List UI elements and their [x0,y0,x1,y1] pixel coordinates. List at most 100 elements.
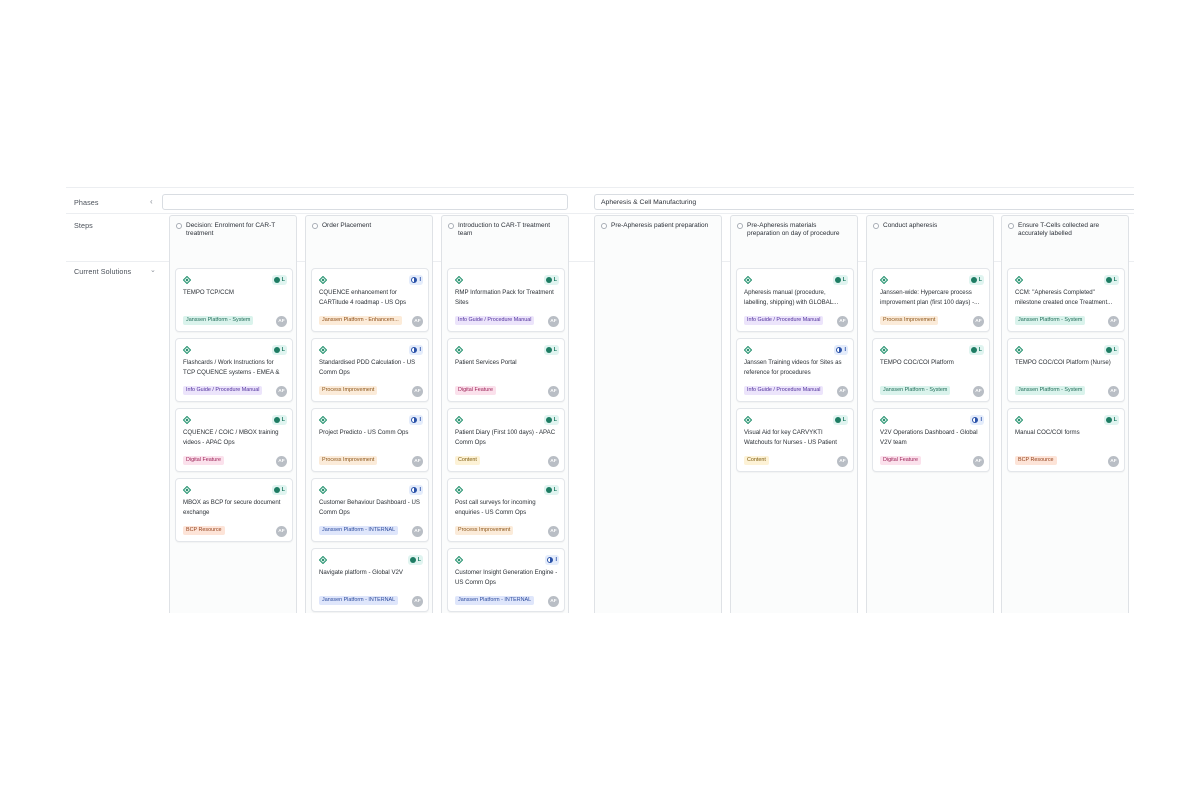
avatar[interactable]: AF [548,526,559,537]
status-badge: I [409,485,423,495]
step-radio-icon[interactable] [873,223,879,229]
solution-card[interactable]: L Patient Services Portal Digital Feature A… [447,338,565,402]
avatar[interactable]: AF [412,316,423,327]
solution-card[interactable]: L CQUENCE / COIC / MBOX training videos -… [175,408,293,472]
step-header[interactable]: Decision: Enrolment for CAR-T treatment [170,216,296,262]
solution-card[interactable]: L TEMPO COC/COI Platform (Nurse) Janssen P… [1007,338,1125,402]
check-circle-icon [545,487,552,493]
avatar[interactable]: AF [548,596,559,607]
avatar[interactable]: AF [276,456,287,467]
solution-card[interactable]: L TEMPO COC/COI Platform Janssen Platform … [872,338,990,402]
check-circle-icon [409,557,416,563]
solution-card[interactable]: L Janssen-wide: Hypercare process improve… [872,268,990,332]
avatar[interactable]: AF [973,386,984,397]
check-circle-icon [545,417,552,423]
step-header[interactable]: Conduct apheresis [867,216,993,262]
category-tag: Janssen Platform - INTERNAL [319,526,399,535]
status-label: L [553,277,557,283]
solution-card[interactable]: L Navigate platform - Global V2V Janssen P… [311,548,429,612]
solution-title: Customer Insight Generation Engine - US … [455,569,558,586]
avatar[interactable]: AF [1108,316,1119,327]
solution-title: RMP Information Pack for Treatment Sites [455,289,554,306]
solution-title: Visual Aid for key CARVYKTI Watchouts fo… [744,429,837,446]
solution-card[interactable]: L MBOX as BCP for secure document exchang… [175,478,293,542]
status-badge: I [970,415,984,425]
solutions-row-label: Current Solutions [74,267,132,276]
solution-card[interactable]: L Post call surveys for incoming enquirie… [447,478,565,542]
avatar[interactable]: AF [276,386,287,397]
check-circle-icon [273,417,280,423]
step-radio-icon[interactable] [737,223,743,229]
chevron-down-icon[interactable]: ⌄ [150,267,156,274]
solution-card[interactable]: I Standardised PDD Calculation - US Comm … [311,338,429,402]
solution-title: V2V Operations Dashboard - Global V2V te… [880,429,978,446]
solution-card[interactable]: I V2V Operations Dashboard - Global V2V t… [872,408,990,472]
avatar[interactable]: AF [973,456,984,467]
avatar[interactable]: AF [276,526,287,537]
step-column: Introduction to CAR-T treatment team L RMP… [441,215,569,613]
step-radio-icon[interactable] [448,223,454,229]
avatar[interactable]: AF [837,456,848,467]
step-header[interactable]: Order Placement [306,216,432,262]
status-badge: L [968,275,984,285]
phase-band[interactable]: Apheresis & Cell Manufacturing [594,194,1134,210]
avatar[interactable]: AF [412,386,423,397]
step-header[interactable]: Pre-Apheresis patient preparation [595,216,721,262]
step-radio-icon[interactable] [176,223,182,229]
half-circle-icon [411,487,418,493]
solution-card[interactable]: L Flashcards / Work Instructions for TCP … [175,338,293,402]
avatar[interactable]: AF [548,456,559,467]
solution-card[interactable]: L TEMPO TCP/CCM Janssen Platform - System A… [175,268,293,332]
half-circle-icon [547,557,554,563]
avatar[interactable]: AF [276,316,287,327]
step-radio-icon[interactable] [312,223,318,229]
step-radio-icon[interactable] [601,223,607,229]
solution-title: Project Predicto - US Comm Ops [319,429,409,436]
step-column: Pre-Apheresis patient preparation [594,215,722,613]
avatar[interactable]: AF [837,386,848,397]
solution-card[interactable]: I Customer Behaviour Dashboard - US Comm … [311,478,429,542]
solution-card[interactable]: L RMP Information Pack for Treatment Site… [447,268,565,332]
status-badge: I [409,275,423,285]
avatar[interactable]: AF [837,316,848,327]
solution-card[interactable]: L Visual Aid for key CARVYKTI Watchouts f… [736,408,854,472]
solution-card[interactable]: L Manual COC/COI forms BCP Resource AF [1007,408,1125,472]
step-header[interactable]: Pre-Apheresis materials preparation on d… [731,216,857,262]
check-circle-icon [273,487,280,493]
solution-card[interactable]: L Patient Diary (First 100 days) - APAC C… [447,408,565,472]
avatar[interactable]: AF [1108,456,1119,467]
step-label: Conduct apheresis [883,222,938,229]
avatar[interactable]: AF [548,386,559,397]
solution-card[interactable]: L Apheresis manual (procedure, labelling,… [736,268,854,332]
step-header[interactable]: Ensure T-Cells collected are accurately … [1002,216,1128,262]
status-label: L [281,487,285,493]
avatar[interactable]: AF [548,316,559,327]
category-tag: Janssen Platform - Enhancem... [319,316,402,325]
step-header[interactable]: Introduction to CAR-T treatment team [442,216,568,262]
category-tag: Janssen Platform - System [1015,316,1086,325]
avatar[interactable]: AF [1108,386,1119,397]
solution-list [595,262,721,268]
solution-title: Post call surveys for incoming enquiries… [455,499,536,516]
phase-band[interactable] [162,194,568,210]
status-label: I [419,417,421,423]
diamond-icon [183,346,191,354]
solution-card[interactable]: I Janssen Training videos for Sites as re… [736,338,854,402]
diamond-icon [455,416,463,424]
solution-card[interactable]: I Customer Insight Generation Engine - US… [447,548,565,612]
avatar[interactable]: AF [412,596,423,607]
avatar[interactable]: AF [412,456,423,467]
solution-title: Navigate platform - Global V2V [319,569,403,576]
step-radio-icon[interactable] [1008,223,1014,229]
avatar[interactable]: AF [412,526,423,537]
solution-card[interactable]: I Project Predicto - US Comm Ops Process I… [311,408,429,472]
solution-list: L CCM: "Apheresis Completed" milestone cr… [1002,262,1128,472]
chevron-left-icon[interactable]: ‹ [150,197,153,206]
step-column: Order Placement I CQUENCE enhancement for … [305,215,433,613]
solution-card[interactable]: I CQUENCE enhancement for CARTitude 4 roa… [311,268,429,332]
status-label: I [419,347,421,353]
check-circle-icon [1105,347,1112,353]
diamond-icon [455,276,463,284]
solution-card[interactable]: L CCM: "Apheresis Completed" milestone cr… [1007,268,1125,332]
avatar[interactable]: AF [973,316,984,327]
